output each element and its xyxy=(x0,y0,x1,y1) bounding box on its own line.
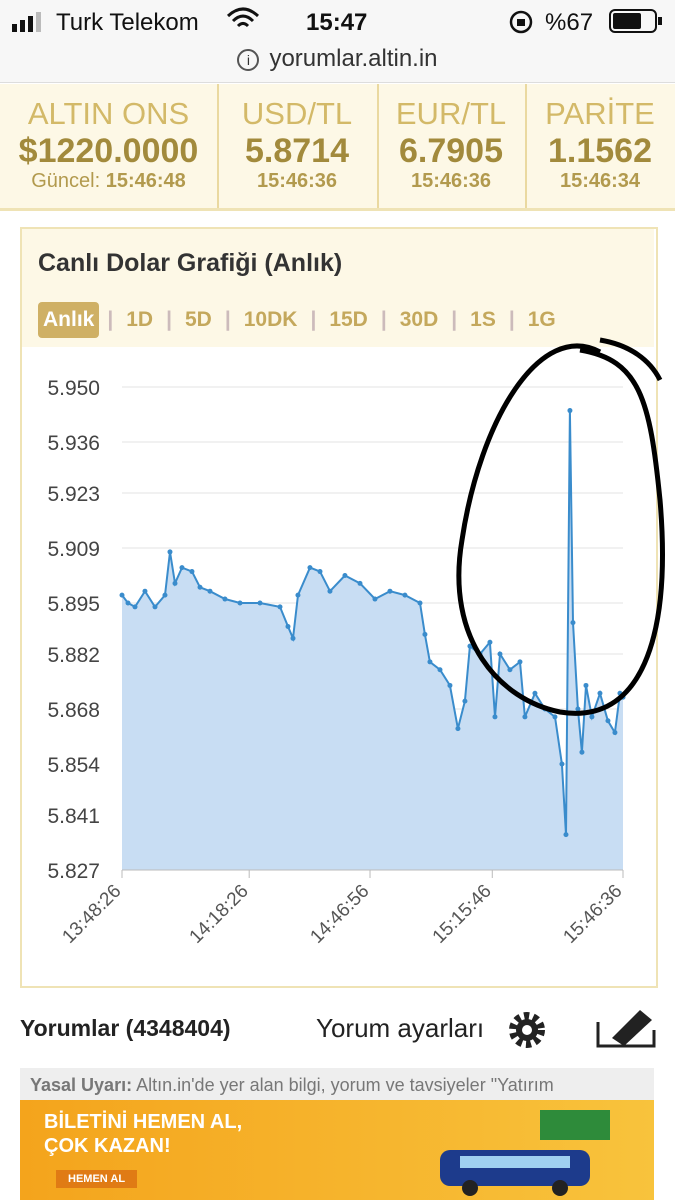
tab-separator: | xyxy=(451,308,458,331)
range-tabs: Anlık | 1D | 5D | 10DK | 15D | 30D | 1S | 1G xyxy=(38,302,569,338)
signal-icon xyxy=(12,12,41,32)
tab-separator: | xyxy=(380,308,387,331)
tab[interactable]: 10DK xyxy=(243,308,298,331)
ticker: USD/TL 5.8714 15:46:36 xyxy=(217,84,379,208)
status-bar: Turk Telekom 15:47 %67 xyxy=(0,0,675,44)
ticker-name: EUR/TL xyxy=(395,96,507,131)
info-icon: i xyxy=(237,48,260,71)
ticker-value: 5.8714 xyxy=(245,132,349,170)
tab[interactable]: 5D xyxy=(184,308,212,331)
ad-button[interactable]: HEMEN AL xyxy=(56,1170,138,1188)
ticker-bar: ALTIN ONS $1220.0000 Güncel: 15:46:48 USD/T… xyxy=(0,84,675,211)
ticker-time-row: 15:46:36 xyxy=(217,170,377,193)
tab-separator: | xyxy=(310,308,317,331)
ticker-value: $1220.0000 xyxy=(18,132,199,170)
battery-icon xyxy=(609,9,662,33)
tab[interactable]: 30D xyxy=(399,308,439,331)
url: yorumlar.altin.in xyxy=(269,45,438,72)
battery-percent: %67 xyxy=(545,9,594,36)
gear-icon xyxy=(509,1012,545,1048)
ticker-value: 1.1562 xyxy=(548,132,652,170)
ticker-time: 15:46:36 xyxy=(410,170,492,192)
lock-icon xyxy=(509,10,533,34)
address-bar[interactable]: i yorumlar.altin.in xyxy=(0,44,675,83)
ticker: EUR/TL 6.7905 15:46:36 xyxy=(377,84,527,208)
tab-separator: | xyxy=(107,308,114,331)
carrier: Turk Telekom xyxy=(56,9,199,36)
disclaimer-text: Altın.in'de yer alan bilgi, yorum ve tav… xyxy=(136,1075,554,1095)
comments-title[interactable]: Yorumlar (4348404) xyxy=(20,1015,231,1041)
ticker-name: USD/TL xyxy=(241,96,353,131)
tab[interactable]: 1G xyxy=(527,308,556,331)
disclaimer-label: Yasal Uyarı: xyxy=(30,1075,133,1095)
comment-settings[interactable]: Yorum ayarları xyxy=(316,1013,484,1044)
ad-banner[interactable]: BİLETİNİ HEMEN AL, ÇOK KAZAN! HEMEN AL xyxy=(20,1100,654,1200)
clock: 15:47 xyxy=(306,9,368,36)
edit-icon xyxy=(596,1010,656,1048)
tab-separator: | xyxy=(166,308,172,331)
disclaimer: Yasal Uyarı: Altın.in'de yer alan bilgi,… xyxy=(20,1068,654,1102)
ad-line: ÇOK KAZAN! xyxy=(44,1135,171,1157)
settings-label: Yorum ayarları xyxy=(316,1013,485,1043)
ticker-value: 6.7905 xyxy=(399,132,503,170)
ticker-name: ALTIN ONS xyxy=(27,96,190,131)
ticker-prefix: Güncel: xyxy=(31,170,101,192)
tab[interactable]: 1S xyxy=(470,308,496,331)
chart-header xyxy=(22,229,654,347)
wifi-icon xyxy=(226,7,260,28)
ticker-time: 15:46:48 xyxy=(105,170,186,192)
ad-headline: BİLETİNİ HEMEN AL, ÇOK KAZAN! xyxy=(44,1110,242,1158)
tab[interactable]: Anlık xyxy=(38,302,100,338)
tab-separator: | xyxy=(508,308,515,331)
ticker-time-row: Güncel: 15:46:48 xyxy=(0,170,217,193)
tab[interactable]: 1D xyxy=(126,308,154,331)
tab[interactable]: 15D xyxy=(329,308,368,331)
tab-separator: | xyxy=(224,308,231,331)
ticker-time-row: 15:46:34 xyxy=(525,170,675,193)
ticker-time-row: 15:46:36 xyxy=(377,170,525,193)
ticker-time: 15:46:34 xyxy=(559,170,641,192)
chart-title: Canlı Dolar Grafiği (Anlık) xyxy=(38,249,343,277)
ad-line: BİLETİNİ HEMEN AL, xyxy=(44,1111,243,1133)
ad-bus xyxy=(440,1110,610,1196)
ticker: ALTIN ONS $1220.0000 Güncel: 15:46:48 xyxy=(0,84,219,208)
ticker-time: 15:46:36 xyxy=(256,170,338,192)
ticker-name: PARİTE xyxy=(545,96,655,131)
ticker: PARİTE 1.1562 15:46:34 xyxy=(525,84,675,208)
